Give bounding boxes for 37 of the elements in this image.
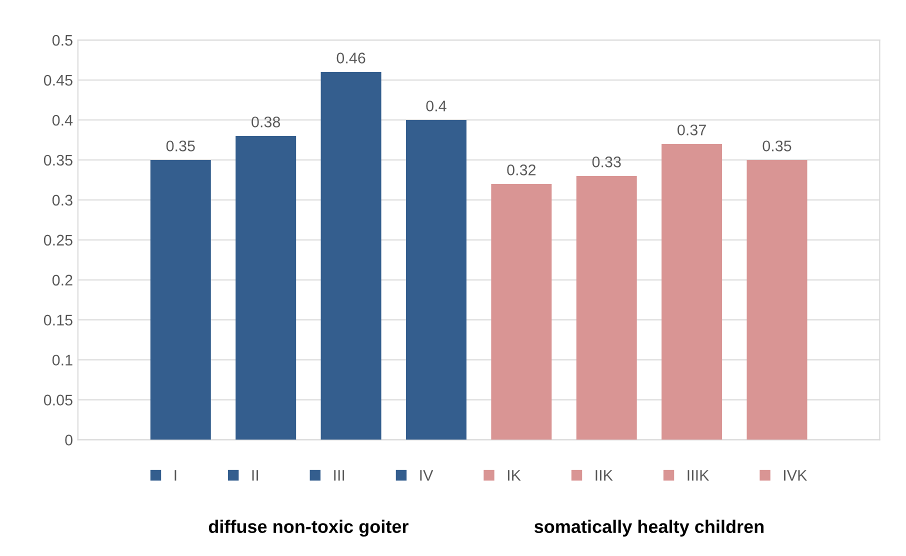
- data-label: 0.37: [678, 124, 706, 136]
- bar: [406, 120, 466, 440]
- legend-label: IIK: [596, 470, 613, 481]
- y-tick-label: 0.05: [44, 394, 72, 406]
- legend-label: IVK: [784, 470, 808, 481]
- data-label: 0.35: [762, 140, 792, 152]
- y-tick-label: 0.25: [44, 234, 72, 246]
- y-tick-label: 0.3: [52, 194, 72, 206]
- y-tick-label: 0.2: [52, 274, 72, 286]
- y-tick-label: 0: [65, 434, 72, 446]
- legend-label: II: [252, 470, 258, 481]
- y-tick-label: 0.45: [44, 74, 72, 86]
- bar: [320, 72, 382, 440]
- y-tick-label: 0.4: [52, 114, 73, 126]
- bar: [576, 176, 637, 440]
- legend-label: III: [334, 470, 344, 481]
- data-label: 0.38: [252, 116, 280, 128]
- data-label: 0.46: [336, 52, 366, 64]
- y-tick-label: 0.5: [52, 34, 72, 46]
- legend-label: IIIK: [688, 470, 710, 481]
- legend-label: I: [174, 470, 176, 481]
- data-label: 0.4: [426, 100, 446, 112]
- bar: [491, 184, 552, 440]
- y-tick-label: 0.35: [44, 154, 72, 166]
- text: somatically healty children: [534, 520, 764, 537]
- data-label: 0.33: [592, 156, 621, 168]
- y-tick-label: 0.15: [44, 314, 72, 326]
- legend-label: IK: [508, 470, 521, 481]
- text: diffuse non-toxic goiter: [208, 520, 408, 537]
- data-label: 0.32: [507, 164, 536, 176]
- bar: [662, 144, 722, 440]
- y-tick-label: 0.1: [52, 354, 72, 366]
- bar: [236, 136, 296, 440]
- bar: [150, 160, 211, 440]
- bar: [746, 160, 808, 440]
- legend-label: IV: [420, 470, 434, 481]
- data-label: 0.35: [166, 140, 195, 152]
